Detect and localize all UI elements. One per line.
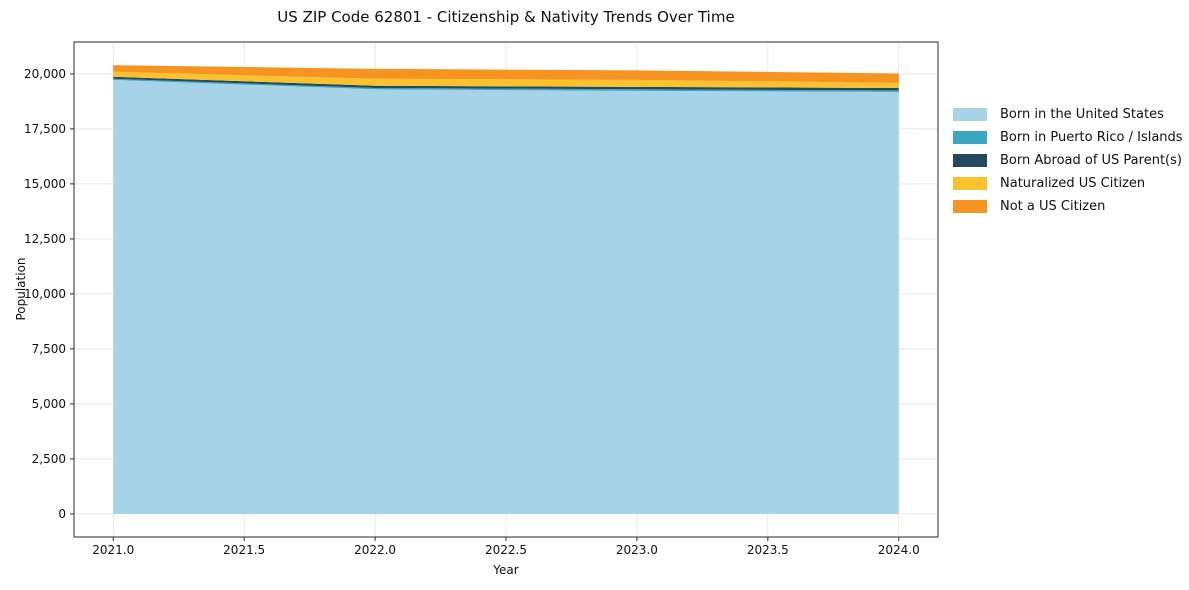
y-tick-label: 10,000 bbox=[24, 287, 66, 301]
chart-title: US ZIP Code 62801 - Citizenship & Nativi… bbox=[277, 8, 735, 26]
y-tick-label: 20,000 bbox=[24, 67, 66, 81]
x-axis-label: Year bbox=[493, 563, 519, 577]
x-tick-label: 2022.5 bbox=[485, 543, 527, 557]
x-tick-label: 2024.0 bbox=[878, 543, 920, 557]
legend-label: Born Abroad of US Parent(s) bbox=[1000, 153, 1182, 168]
x-tick-label: 2023.0 bbox=[616, 543, 658, 557]
x-tick-label: 2021.5 bbox=[223, 543, 265, 557]
legend-label: Naturalized US Citizen bbox=[1000, 176, 1146, 191]
legend-item: Naturalized US Citizen bbox=[953, 172, 1183, 195]
y-tick-label: 5,000 bbox=[32, 397, 66, 411]
y-tick-label: 15,000 bbox=[24, 177, 66, 191]
legend-label: Not a US Citizen bbox=[1000, 199, 1106, 214]
area-series-4 bbox=[113, 65, 899, 83]
legend-swatch bbox=[953, 131, 987, 144]
legend-item: Not a US Citizen bbox=[953, 195, 1183, 218]
y-tick-label: 17,500 bbox=[24, 122, 66, 136]
legend-swatch bbox=[953, 154, 987, 167]
legend-label: Born in the United States bbox=[1000, 107, 1164, 122]
legend-swatch bbox=[953, 108, 987, 121]
y-axis-label: Population bbox=[14, 257, 28, 321]
legend: Born in the United States Born in Puerto… bbox=[953, 103, 1183, 218]
area-series-2 bbox=[113, 76, 899, 91]
x-tick-label: 2022.0 bbox=[354, 543, 396, 557]
x-tick-label: 2023.5 bbox=[747, 543, 789, 557]
y-tick-label: 7,500 bbox=[32, 342, 66, 356]
area-series-3 bbox=[113, 71, 899, 88]
y-tick-label: 0 bbox=[58, 507, 66, 521]
legend-item: Born in Puerto Rico / Islands bbox=[953, 126, 1183, 149]
area-series-1 bbox=[113, 78, 899, 92]
x-tick-label: 2021.0 bbox=[92, 543, 134, 557]
area-series-0 bbox=[113, 79, 899, 514]
legend-swatch bbox=[953, 177, 987, 190]
legend-label: Born in Puerto Rico / Islands bbox=[1000, 130, 1183, 145]
y-tick-label: 12,500 bbox=[24, 232, 66, 246]
legend-item: Born Abroad of US Parent(s) bbox=[953, 149, 1183, 172]
legend-item: Born in the United States bbox=[953, 103, 1183, 126]
legend-swatch bbox=[953, 200, 987, 213]
y-tick-label: 2,500 bbox=[32, 452, 66, 466]
